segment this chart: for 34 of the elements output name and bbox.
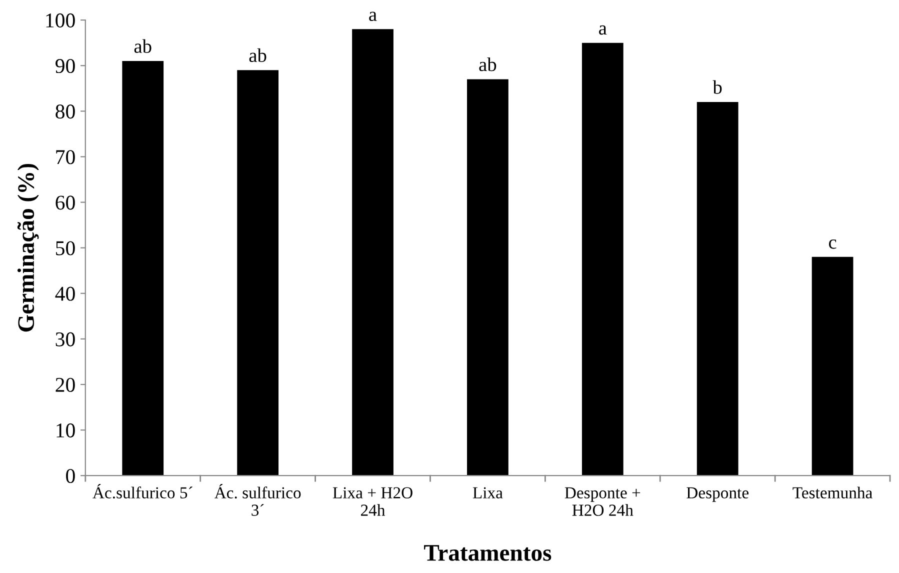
y-tick-label: 0 — [66, 468, 75, 484]
y-tick-label: 70 — [56, 150, 75, 164]
data-label: ab — [479, 57, 496, 72]
data-label: a — [369, 12, 377, 22]
bar — [467, 79, 508, 476]
y-tick-label: 90 — [56, 58, 75, 74]
y-tick-label: 20 — [56, 378, 75, 392]
bar — [696, 102, 738, 476]
bar — [352, 29, 394, 476]
y-tick-label: 80 — [56, 104, 75, 119]
x-tick-label: Desponte — [686, 487, 748, 502]
data-label: c — [828, 239, 836, 249]
y-axis-title: Germinação (%) — [17, 164, 39, 332]
y-tick-label: 10 — [56, 423, 75, 438]
x-tick-label: Ác.sulfurico 5´ — [92, 484, 192, 499]
x-tick-label: Ác. sulfurico 3´ — [214, 484, 301, 516]
y-tick-label: 30 — [56, 332, 75, 346]
bar — [582, 42, 624, 476]
x-axis-title: Tratamentos — [424, 545, 552, 561]
bar — [237, 70, 279, 476]
data-label: ab — [134, 39, 152, 53]
data-label: b — [712, 80, 722, 94]
y-tick-label: 40 — [55, 286, 75, 301]
x-tick-label: Testemunha — [792, 486, 872, 498]
data-label: ab — [249, 48, 266, 62]
bar — [812, 256, 854, 476]
y-tick-label: 60 — [56, 196, 75, 210]
y-tick-label: 50 — [56, 241, 75, 256]
bar — [122, 61, 164, 476]
x-tick-label: Lixa + H2O 24h — [332, 487, 412, 516]
data-label: a — [599, 25, 607, 35]
y-tick-label: 100 — [46, 13, 75, 28]
x-tick-label: Lixa — [472, 487, 503, 498]
x-tick-label: Desponte + H2O 24h — [564, 487, 640, 516]
